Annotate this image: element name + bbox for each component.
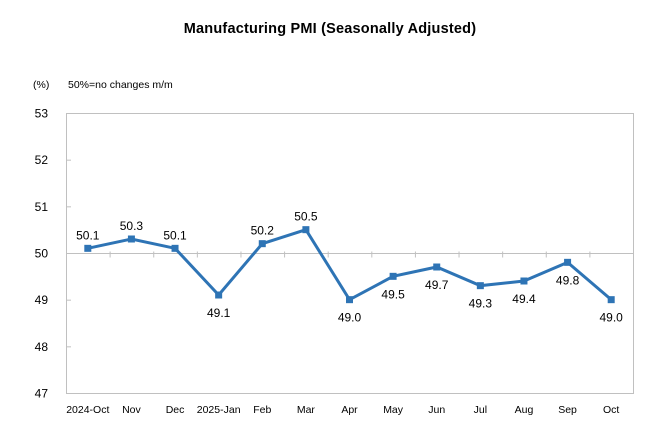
y-tick-label: 47: [35, 387, 49, 401]
data-label: 49.8: [556, 273, 580, 287]
x-tick-label: Sep: [558, 404, 577, 416]
data-point-marker: [215, 291, 223, 299]
data-point-marker: [302, 226, 310, 234]
y-tick-label: 50: [35, 247, 49, 261]
y-tick-label: 53: [35, 107, 49, 121]
x-tick-label: Oct: [603, 404, 619, 416]
y-axis-unit-label: (%): [33, 79, 50, 91]
x-tick-label: 2025-Jan: [197, 404, 241, 416]
data-point-marker: [171, 244, 179, 252]
x-tick-label: Jul: [474, 404, 487, 416]
data-label: 49.5: [381, 287, 405, 301]
data-label: 50.2: [251, 224, 275, 238]
x-tick-label: 2024-Oct: [66, 404, 109, 416]
data-label: 50.3: [120, 219, 144, 233]
data-label: 50.5: [294, 210, 318, 224]
reference-note-label: 50%=no changes m/m: [68, 79, 173, 91]
chart-title: Manufacturing PMI (Seasonally Adjusted): [183, 21, 477, 37]
y-tick-label: 48: [35, 340, 49, 354]
data-point-marker: [84, 244, 92, 252]
x-tick-label: Mar: [297, 404, 316, 416]
y-tick-label: 49: [35, 293, 49, 307]
data-label: 50.1: [163, 228, 187, 242]
data-label: 49.7: [425, 278, 449, 292]
data-point-marker: [346, 296, 353, 304]
x-tick-label: Feb: [253, 404, 271, 416]
x-tick-label: Jun: [428, 404, 445, 416]
y-tick-label: 51: [35, 200, 49, 214]
y-tick-label: 52: [35, 153, 49, 167]
data-point-marker: [258, 240, 266, 248]
data-point-marker: [564, 258, 572, 266]
data-point-marker: [127, 235, 135, 243]
data-point-marker: [433, 263, 441, 271]
data-label: 49.0: [338, 311, 362, 325]
data-point-marker: [476, 282, 484, 290]
data-label: 49.4: [512, 292, 536, 306]
x-tick-label: Dec: [166, 404, 185, 416]
data-label: 49.3: [469, 297, 493, 311]
data-label: 49.0: [600, 311, 624, 325]
x-tick-label: Aug: [515, 404, 534, 416]
x-tick-label: Apr: [341, 404, 358, 416]
data-point-marker: [389, 272, 397, 280]
x-tick-label: Nov: [122, 404, 141, 416]
data-label: 49.1: [207, 306, 231, 320]
data-point-marker: [607, 296, 615, 304]
data-label: 50.1: [76, 228, 100, 242]
data-point-marker: [520, 277, 528, 285]
x-tick-label: May: [383, 404, 404, 416]
